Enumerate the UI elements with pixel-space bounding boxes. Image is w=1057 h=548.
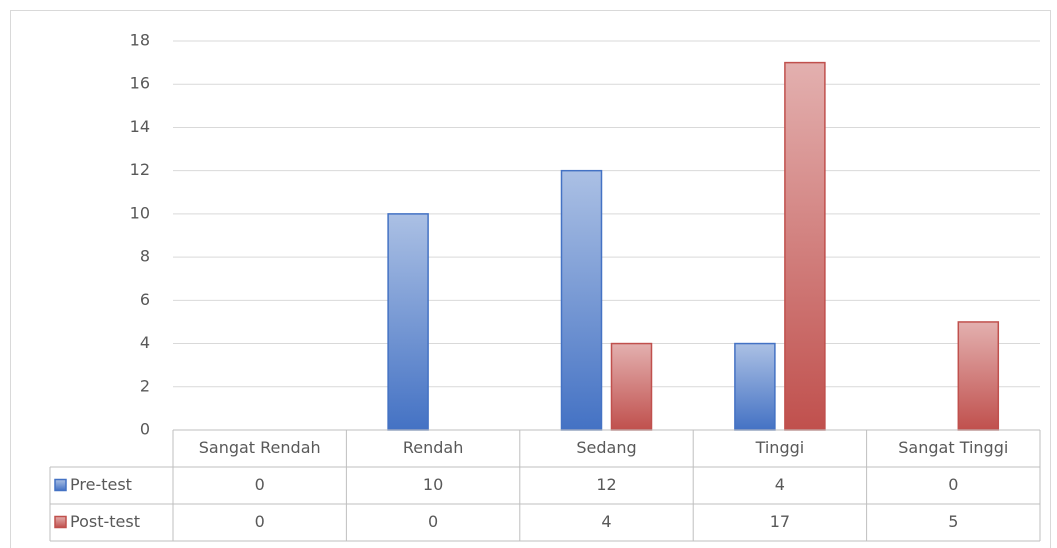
x-tick-label: Tinggi: [755, 438, 805, 457]
table-cell: 0: [948, 475, 958, 494]
table-cell: 5: [948, 512, 958, 531]
table-cell: 17: [770, 512, 790, 531]
x-tick-label: Sangat Rendah: [199, 438, 321, 457]
legend-key: [54, 478, 67, 492]
bar: [610, 342, 653, 431]
y-tick-label: 0: [140, 420, 150, 439]
x-tick-label: Rendah: [403, 438, 463, 457]
table-cell: 4: [601, 512, 611, 531]
chart-border: [10, 10, 1051, 548]
bar: [387, 213, 429, 431]
table-cell: 10: [423, 475, 443, 494]
table-cell: 0: [255, 475, 265, 494]
x-tick-label: Sangat Tinggi: [898, 438, 1008, 457]
legend-key: [54, 515, 67, 529]
table-cell: 12: [596, 475, 616, 494]
legend-label: Pre-test: [70, 475, 132, 494]
table-cell: 4: [775, 475, 785, 494]
y-tick-label: 10: [130, 203, 150, 222]
y-tick-label: 12: [130, 160, 150, 179]
bar: [784, 61, 826, 431]
y-tick-label: 8: [140, 247, 150, 266]
y-tick-label: 18: [130, 31, 150, 50]
y-tick-label: 14: [130, 117, 150, 136]
table-cell: 0: [255, 512, 265, 531]
y-tick-label: 2: [140, 376, 150, 395]
y-tick-label: 4: [140, 333, 150, 352]
y-tick-label: 6: [140, 290, 150, 309]
bar: [734, 342, 776, 431]
table-cell: 0: [428, 512, 438, 531]
y-tick-label: 16: [130, 74, 150, 93]
x-tick-label: Sedang: [576, 438, 636, 457]
legend-label: Post-test: [70, 512, 140, 531]
bar: [560, 169, 603, 431]
bar: [957, 321, 1000, 431]
